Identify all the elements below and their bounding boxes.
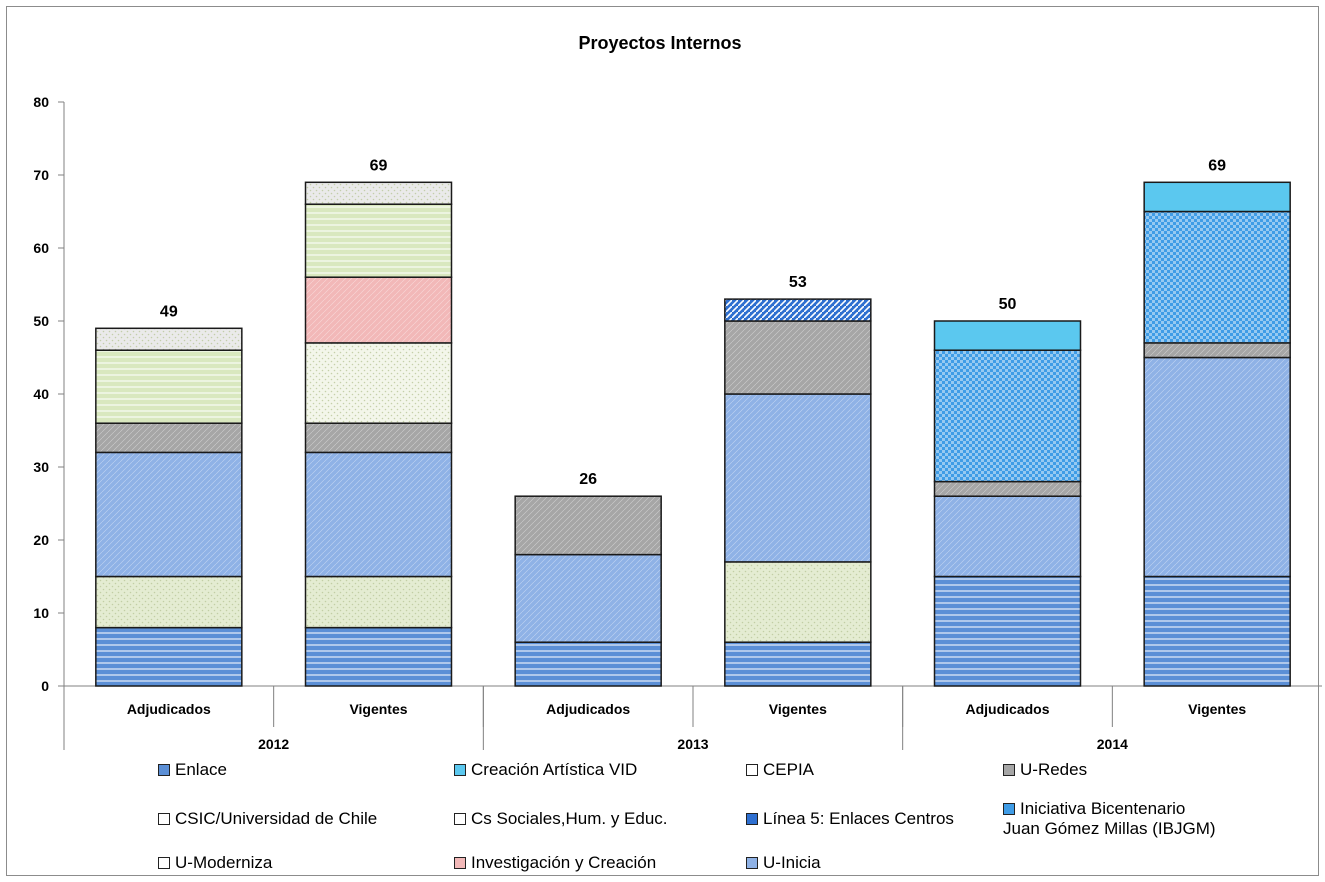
legend-swatch	[454, 857, 466, 869]
bar-segment	[514, 553, 662, 643]
bar-segment	[95, 327, 243, 351]
category-label: Adjudicados	[127, 701, 211, 717]
y-tick-label: 0	[41, 678, 49, 694]
bar-segment	[933, 349, 1082, 483]
bar-segment	[933, 320, 1082, 351]
bar-segment	[304, 575, 453, 629]
bar-segment	[1143, 181, 1291, 213]
legend-item: Iniciativa Bicentenario Juan Gómez Millas…	[1003, 799, 1216, 839]
y-tick-label: 70	[33, 167, 49, 183]
bar-segment	[304, 276, 453, 344]
total-label: 49	[160, 303, 178, 320]
bar-segment	[304, 422, 453, 454]
y-tick-label: 10	[33, 605, 49, 621]
legend-item: U-Inicia	[746, 853, 821, 873]
category-label: Vigentes	[1188, 701, 1246, 717]
total-label: 53	[789, 274, 807, 291]
legend-swatch	[746, 813, 758, 825]
legend-label: Investigación y Creación	[471, 853, 657, 872]
bar-segment	[514, 495, 662, 556]
bar-segment	[933, 575, 1082, 687]
y-tick-label: 50	[33, 313, 49, 329]
bar-segment	[1143, 356, 1291, 578]
legend-label: Cs Sociales,Hum. y Educ.	[471, 809, 668, 828]
bar-segment	[724, 298, 872, 322]
y-tick-label: 80	[33, 94, 49, 110]
legend-item: U-Redes	[1003, 760, 1087, 780]
legend-label: Iniciativa Bicentenario	[1020, 799, 1186, 818]
legend-item: Creación Artística VID	[454, 760, 637, 780]
total-label: 69	[1208, 157, 1226, 174]
bars	[95, 181, 1291, 687]
bar-segment	[933, 480, 1082, 497]
bar-segment	[95, 349, 243, 424]
legend-item: Investigación y Creación	[454, 853, 656, 873]
bar-segment	[724, 393, 872, 563]
legend-swatch	[158, 764, 170, 776]
bar-segment	[95, 422, 243, 454]
legend-item: U-Moderniza	[158, 853, 272, 873]
y-tick-label: 60	[33, 240, 49, 256]
bar-segment	[724, 641, 872, 687]
category-label: Vigentes	[769, 701, 827, 717]
y-tick-label: 30	[33, 459, 49, 475]
legend-label: Creación Artística VID	[471, 760, 638, 779]
bar-segment	[933, 495, 1082, 578]
total-label: 50	[999, 296, 1017, 313]
bar-segment	[95, 575, 243, 629]
bar-segment	[304, 451, 453, 578]
bar-segment	[1143, 210, 1291, 344]
legend-item: CEPIA	[746, 760, 814, 780]
bar-segment	[304, 342, 453, 424]
legend-swatch	[746, 857, 758, 869]
bar-segment	[724, 561, 872, 643]
legend-label: Línea 5: Enlaces Centros	[763, 809, 954, 828]
category-label: Adjudicados	[546, 701, 630, 717]
legend-label-line2: Juan Gómez Millas (IBJGM)	[1003, 819, 1216, 838]
chart-frame	[6, 6, 1319, 876]
legend-label: U-Moderniza	[175, 853, 273, 872]
bar-segment	[514, 641, 662, 687]
y-tick-label: 40	[33, 386, 49, 402]
legend-label: U-Inicia	[763, 853, 821, 872]
legend-swatch	[158, 857, 170, 869]
bar-segment	[1143, 575, 1291, 687]
legend-label: U-Redes	[1020, 760, 1088, 779]
legend-swatch	[454, 764, 466, 776]
category-label: Vigentes	[349, 701, 407, 717]
legend-swatch	[158, 813, 170, 825]
bar-segment	[304, 203, 453, 278]
bar-segment	[304, 626, 453, 687]
legend-item: Línea 5: Enlaces Centros	[746, 809, 954, 829]
category-label: Adjudicados	[965, 701, 1049, 717]
bar-segment	[724, 320, 872, 395]
legend-item: CSIC/Universidad de Chile	[158, 809, 377, 829]
bar-segment	[95, 626, 243, 687]
legend-swatch	[1003, 764, 1015, 776]
bar-segment	[1143, 342, 1291, 359]
legend-swatch	[1003, 803, 1015, 815]
total-label: 26	[579, 471, 597, 488]
total-label: 69	[370, 157, 388, 174]
axes: 0 10 20 30 40 50 60 70 80 2012 2013 2014 Adjudicados…	[33, 94, 1322, 752]
y-tick-label: 20	[33, 532, 49, 548]
legend-item: Enlace	[158, 760, 227, 780]
bar-segment	[95, 451, 243, 578]
group-label: 2012	[258, 736, 289, 752]
legend-label: CEPIA	[763, 760, 815, 779]
legend-label: CSIC/Universidad de Chile	[175, 809, 378, 828]
labels: 49 69 26 53 50 69	[160, 157, 1226, 488]
group-label: 2013	[677, 736, 708, 752]
chart-title: Proyectos Internos	[578, 33, 741, 53]
legend-label: Enlace	[175, 760, 227, 779]
legend-swatch	[454, 813, 466, 825]
bar-segment	[304, 181, 453, 205]
legend-swatch	[746, 764, 758, 776]
legend-item: Cs Sociales,Hum. y Educ.	[454, 809, 668, 829]
group-label: 2014	[1097, 736, 1128, 752]
